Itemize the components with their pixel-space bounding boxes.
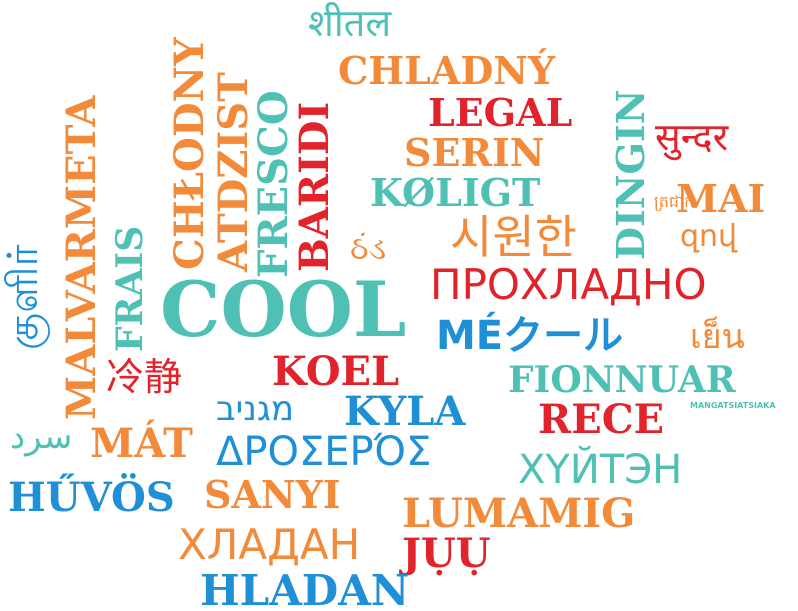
word-hebrew: מגניב <box>216 389 294 429</box>
word-baridi: BARIDI <box>291 101 338 272</box>
word-huvos: HŰVÖS <box>8 474 175 521</box>
word-mat: MÁT <box>90 420 193 467</box>
word-chinese: 冷静 <box>106 355 183 399</box>
word-sanyi: SANYI <box>204 472 341 517</box>
word-thai: เย็น <box>690 317 745 357</box>
word-khladan: ХЛАДАН <box>178 520 361 569</box>
word-serin: SERIN <box>404 130 545 175</box>
word-kyla: KYLA <box>344 388 466 435</box>
word-sundar: सुन्दर <box>655 115 729 159</box>
word-lumamig: LUMAMIG <box>402 490 636 537</box>
word-legal: LEGAL <box>428 90 573 135</box>
word-malvarmeta: MALVARMETA <box>58 95 105 420</box>
word-prokhladno: ПРОХЛАДНО <box>430 260 707 309</box>
word-juu: JỤỤ <box>402 530 491 577</box>
word-chlodny: CHŁODNY <box>166 37 213 270</box>
word-cool: COOL <box>160 265 407 354</box>
word-mekuru: MÉクール <box>436 313 624 359</box>
word-chladny: CHLADNÝ <box>338 48 556 93</box>
word-arabic: سرد <box>10 417 73 457</box>
word-shital: शीतल <box>308 1 392 45</box>
word-mangatsiatsiaka: MANGATSIATSIAKA <box>690 401 776 410</box>
word-rece: RECE <box>538 396 665 443</box>
word-koel: KOEL <box>272 348 400 395</box>
word-frais: FRAIS <box>109 225 151 352</box>
word-mai: MAI <box>676 176 766 221</box>
word-dingin: DINGIN <box>608 89 653 260</box>
word-armenian: զով <box>680 219 738 254</box>
word-fionnuar: FIONNUAR <box>508 359 736 401</box>
word-gujarati: ઠંડ <box>350 229 387 267</box>
word-hladan: HLADAN <box>200 566 410 611</box>
word-koligt: KØLIGT <box>370 170 541 215</box>
word-atdzist: ATDZIST <box>210 72 257 272</box>
word-drosero: ΔΡΟΣΕΡΌΣ <box>216 429 432 475</box>
word-khmer: ត្រជាក់ <box>654 192 695 211</box>
word-khuiten: ХҮЙТЭН <box>518 447 683 493</box>
word-fresco: FRESCO <box>250 90 297 278</box>
word-korean: 시원한 <box>450 210 577 264</box>
word-tamil: குளிர் <box>0 244 47 350</box>
